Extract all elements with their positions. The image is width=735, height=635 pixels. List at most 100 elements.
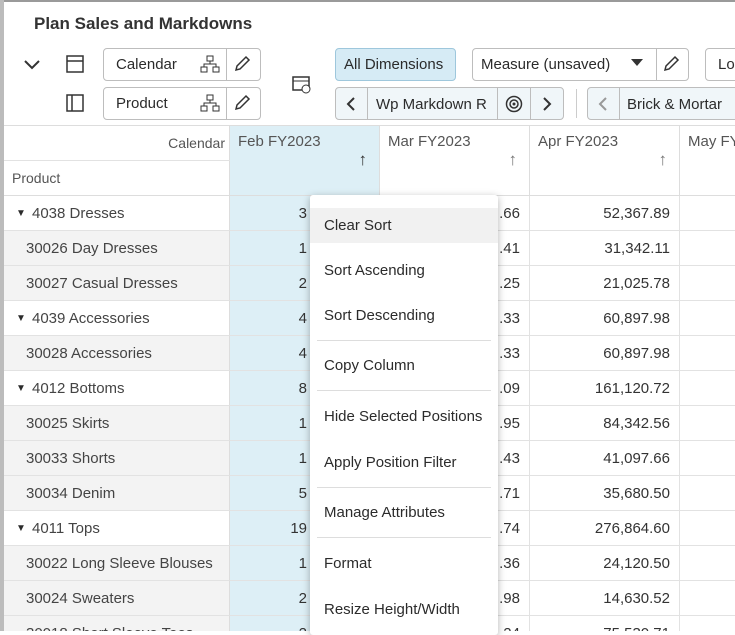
menu-item[interactable]: Manage Attributes <box>324 504 445 521</box>
all-dimensions-label: All Dimensions <box>344 56 444 73</box>
row-header[interactable]: 30034 Denim <box>4 476 230 511</box>
frame-top <box>0 0 735 2</box>
edit-icon[interactable] <box>662 55 680 73</box>
calendar-dimension[interactable]: Calendar <box>103 48 261 81</box>
grid-cell[interactable]: 75,530.71 <box>530 616 680 631</box>
grid-cell[interactable]: 60,897.98 <box>530 301 680 336</box>
channel-selector[interactable] <box>587 87 735 120</box>
grid-cell[interactable] <box>680 441 735 476</box>
edit-icon[interactable] <box>233 55 251 73</box>
hierarchy-icon[interactable] <box>200 94 220 112</box>
grid-cell[interactable] <box>680 196 735 231</box>
markdown-selector[interactable] <box>335 87 564 120</box>
sort-indicator: ↑ <box>508 150 518 169</box>
cell-value: .95 <box>499 415 520 432</box>
cell-value: .66 <box>499 205 520 222</box>
next-button[interactable] <box>541 96 553 112</box>
link-icon[interactable] <box>292 76 312 94</box>
cell-value: .98 <box>499 590 520 607</box>
grid-cell[interactable]: 161,120.72 <box>530 371 680 406</box>
divider <box>226 87 227 120</box>
column-header[interactable]: Feb FY2023 ↑ <box>230 126 380 196</box>
grid-cell[interactable]: 60,897.98 <box>530 336 680 371</box>
cell-value: 1 <box>298 415 307 432</box>
row-header[interactable]: 30028 Accessories <box>4 336 230 371</box>
column-header[interactable]: May FY <box>680 126 735 196</box>
menu-item[interactable]: Resize Height/Width <box>324 601 460 618</box>
grid-cell[interactable]: 41,097.66 <box>530 441 680 476</box>
row-header[interactable]: 30024 Sweaters <box>4 581 230 616</box>
grid-cell[interactable]: 276,864.60 <box>530 511 680 546</box>
row-header[interactable]: ▼ 4039 Accessories <box>4 301 230 336</box>
grid-cell[interactable]: 52,367.89 <box>530 196 680 231</box>
row-label: 30033 Shorts <box>26 450 116 467</box>
row-header[interactable]: 30033 Shorts <box>4 441 230 476</box>
grid-cell[interactable]: 84,342.56 <box>530 406 680 441</box>
divider <box>367 87 368 120</box>
row-header[interactable]: 30018 Short Sleeve Tees <box>4 616 230 631</box>
menu-item[interactable]: Format <box>324 555 372 572</box>
cell-value: 35,680.50 <box>603 485 670 502</box>
dropdown-arrow <box>631 59 643 66</box>
row-header[interactable]: ▼ 4011 Tops <box>4 511 230 546</box>
cell-value: 14,630.52 <box>603 590 670 607</box>
divider <box>576 89 577 118</box>
cell-value: 84,342.56 <box>603 415 670 432</box>
cell-value: 5 <box>298 485 307 502</box>
cell-value: .71 <box>499 485 520 502</box>
menu-item[interactable]: Hide Selected Positions <box>324 408 483 425</box>
measure-label: Measure (unsaved) <box>481 56 611 73</box>
grid-cell[interactable] <box>680 616 735 631</box>
cell-value: .74 <box>499 520 520 537</box>
row-header[interactable]: 30026 Day Dresses <box>4 231 230 266</box>
menu-item[interactable]: Clear Sort <box>310 208 498 243</box>
collapse-button[interactable] <box>22 57 42 71</box>
all-dimensions-button[interactable]: All Dimensions <box>335 48 456 81</box>
column-header[interactable]: Mar FY2023 ↑ <box>380 126 530 196</box>
measure-select[interactable]: Measure (unsaved) <box>472 48 689 81</box>
menu-separator <box>317 390 491 391</box>
sort-indicator: ↑ <box>658 150 668 169</box>
grid-cell[interactable] <box>680 301 735 336</box>
menu-item[interactable]: Copy Column <box>324 357 415 374</box>
row-header[interactable]: 30022 Long Sleeve Blouses <box>4 546 230 581</box>
grid-cell[interactable]: 35,680.50 <box>530 476 680 511</box>
edit-icon[interactable] <box>233 94 251 112</box>
expand-caret: ▼ <box>16 313 26 324</box>
hierarchy-icon[interactable] <box>200 55 220 73</box>
product-dimension[interactable]: Product <box>103 87 261 120</box>
layout-icon[interactable] <box>66 55 84 73</box>
panel-icon[interactable] <box>66 94 84 112</box>
grid-cell[interactable] <box>680 371 735 406</box>
grid-cell[interactable]: 21,025.78 <box>530 266 680 301</box>
cell-value: 60,897.98 <box>603 345 670 362</box>
row-header[interactable]: ▼ 4038 Dresses <box>4 196 230 231</box>
grid-cell[interactable] <box>680 546 735 581</box>
row-header[interactable]: 30027 Casual Dresses <box>4 266 230 301</box>
grid-cell[interactable] <box>680 231 735 266</box>
grid-cell[interactable]: 24,120.50 <box>530 546 680 581</box>
menu-item[interactable]: Sort Descending <box>324 307 435 324</box>
prev-button[interactable] <box>597 96 609 112</box>
row-label: 4012 Bottoms <box>32 380 125 397</box>
menu-item[interactable]: Apply Position Filter <box>324 454 457 471</box>
grid-cell[interactable] <box>680 266 735 301</box>
cell-value: 1 <box>298 240 307 257</box>
grid-cell[interactable] <box>680 476 735 511</box>
grid-cell[interactable] <box>680 511 735 546</box>
truncated-button[interactable]: Lo <box>705 48 735 81</box>
row-label: 30022 Long Sleeve Blouses <box>26 555 213 572</box>
target-icon[interactable] <box>505 95 523 113</box>
row-header[interactable]: ▼ 4012 Bottoms <box>4 371 230 406</box>
column-header[interactable]: Apr FY2023 ↑ <box>530 126 680 196</box>
grid-cell[interactable]: 14,630.52 <box>530 581 680 616</box>
cell-value: .09 <box>499 380 520 397</box>
grid-cell[interactable] <box>680 581 735 616</box>
prev-button[interactable] <box>345 96 357 112</box>
grid-cell[interactable] <box>680 336 735 371</box>
grid-cell[interactable] <box>680 406 735 441</box>
grid-cell[interactable]: 31,342.11 <box>530 231 680 266</box>
row-header[interactable]: 30025 Skirts <box>4 406 230 441</box>
menu-item[interactable]: Sort Ascending <box>324 262 425 279</box>
column-label: Feb FY2023 <box>238 133 321 150</box>
